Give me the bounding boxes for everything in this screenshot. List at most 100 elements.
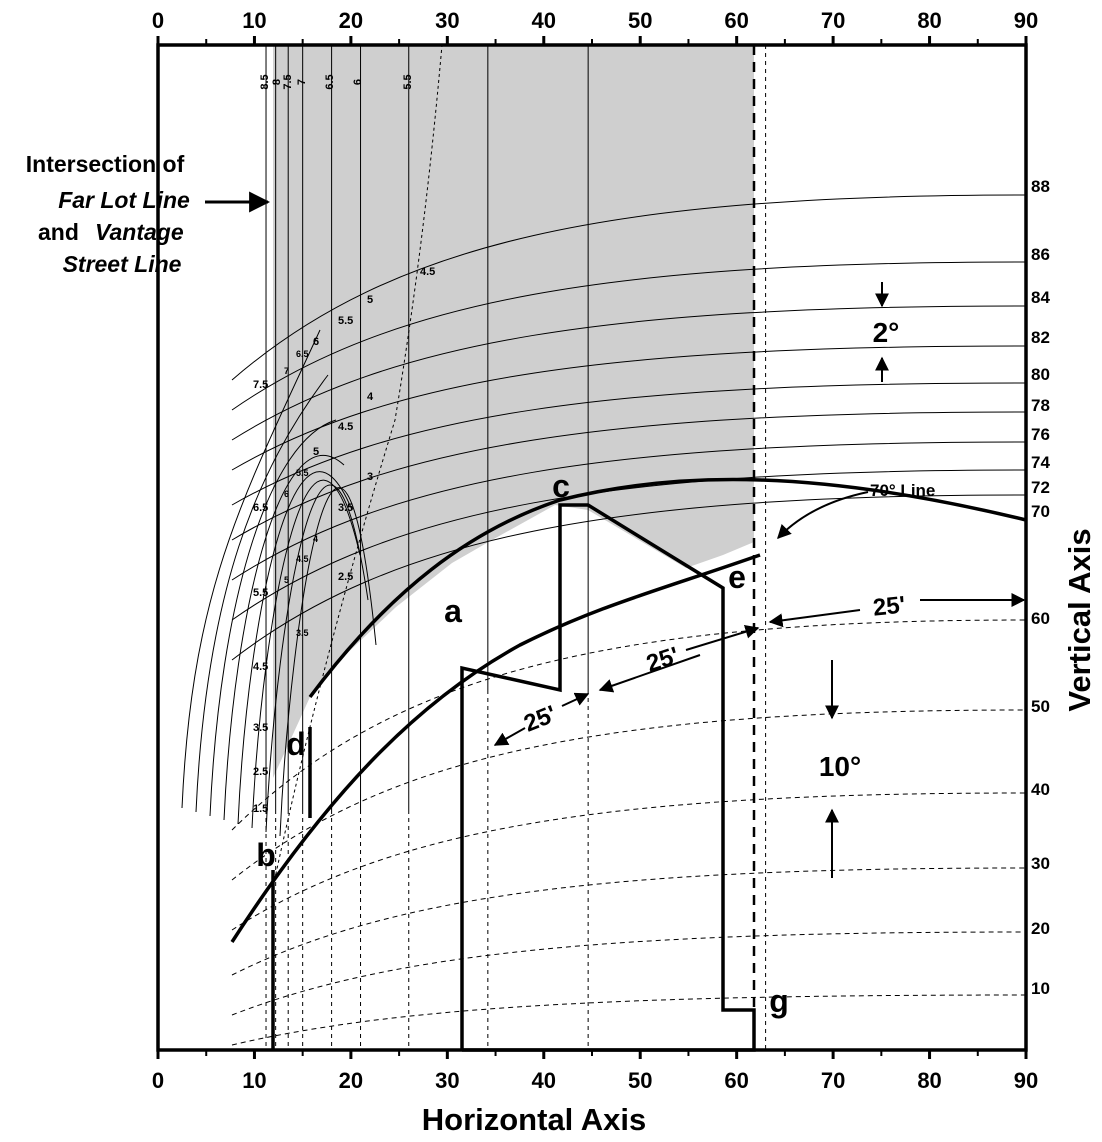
inner-label-small: 6: [284, 489, 289, 499]
inner-label-upper: 4.5: [420, 266, 435, 278]
fan-curve: [237, 471, 353, 825]
right-label-dashed: 10: [1031, 979, 1050, 998]
seventy-degree-line: [308, 477, 1027, 699]
right-label-solid: 70: [1031, 502, 1050, 521]
solid-curve: [231, 411, 1027, 541]
solid-curve: [231, 261, 1027, 411]
left-fan-curves: [181, 329, 377, 837]
left-curve-label: 1.5: [253, 803, 268, 815]
solid-curve: [231, 494, 1027, 661]
inner-label-upper: 7: [284, 366, 289, 376]
point-a: a: [444, 593, 462, 629]
inner-label-small: 5: [284, 575, 289, 585]
right-label-solid: 76: [1031, 425, 1050, 444]
fan-curve: [251, 479, 361, 829]
solid-curve: [231, 345, 1027, 471]
ten-degree-label: 10°: [819, 751, 861, 782]
left-curve-label: 6.5: [253, 502, 268, 514]
intersection-line-3: and: [38, 219, 79, 245]
inner-label-small: 3.5: [296, 628, 309, 638]
top-column-labels: 8.5 8 7.5 7 6.5 6 5.5: [259, 74, 414, 89]
intersection-line-5: Street Line: [63, 251, 182, 277]
x-axis-title: Horizontal Axis: [422, 1102, 647, 1137]
right-label-solid: 82: [1031, 328, 1050, 347]
dashed-curve: [231, 792, 1027, 931]
x-tick-label-top: 10: [242, 8, 266, 33]
fan-curve: [181, 329, 321, 809]
intersection-annotation: Intersection of Far Lot Line and Vantage…: [26, 151, 271, 277]
right-label-dashed: 30: [1031, 854, 1050, 873]
point-d: d: [286, 726, 306, 762]
solid-curve: [231, 194, 1027, 381]
x-tick-label-top: 40: [532, 8, 556, 33]
point-g: g: [769, 983, 789, 1019]
vertical-reference-lines: [265, 45, 767, 1050]
column-label: 5.5: [402, 74, 414, 89]
right-label-dashed: 20: [1031, 919, 1050, 938]
left-curve-label: 2.5: [253, 766, 268, 778]
solid-curve: [231, 382, 1027, 506]
column-label: 7: [296, 79, 308, 85]
two-degree-annotation: 2°: [873, 282, 900, 382]
point-b: b: [256, 837, 276, 873]
right-label-solid: 84: [1031, 288, 1050, 307]
x-tick-label-top: 0: [152, 8, 164, 33]
left-curve-label: 5.5: [253, 587, 268, 599]
inner-label-lower: 2.5: [338, 571, 353, 583]
two-degree-label: 2°: [873, 317, 900, 348]
inner-label-upper: 6.5: [296, 349, 309, 359]
intersection-line-1: Intersection of: [26, 151, 185, 177]
x-tick-label-bottom: 80: [917, 1068, 941, 1093]
ten-degree-annotation: 10°: [819, 660, 861, 878]
right-label-solid: 86: [1031, 245, 1050, 264]
x-tick-label-bottom: 30: [435, 1068, 459, 1093]
right-label-solid: 72: [1031, 478, 1050, 497]
dimension-label-middle: 25': [643, 642, 682, 678]
right-label-solid: 74: [1031, 453, 1050, 472]
dashed-curve: [231, 619, 1027, 831]
dimension-label-top: 25': [872, 591, 907, 621]
right-label-solid: 80: [1031, 365, 1050, 384]
inner-label-lower: 3.5: [338, 502, 353, 514]
fan-curve: [195, 374, 329, 813]
inner-label-upper: 5.5: [338, 315, 353, 327]
dashed-curve: [231, 931, 1027, 1016]
dashed-curve: [231, 994, 1027, 1046]
dimension-label-bottom: 25': [520, 700, 560, 737]
right-label-solid: 88: [1031, 177, 1050, 196]
solid-angle-curves: [231, 194, 1027, 661]
x-tick-label-bottom: 50: [628, 1068, 652, 1093]
dashed-curve: [231, 709, 1027, 881]
left-curve-label: 4.5: [253, 661, 268, 673]
lower-heavy-curve: [230, 553, 761, 943]
column-label: 8: [271, 79, 283, 85]
x-tick-label-bottom: 10: [242, 1068, 266, 1093]
right-label-dashed: 60: [1031, 609, 1050, 628]
fan-curve: [223, 455, 345, 821]
dashed-curve: [231, 867, 1027, 976]
seventy-line-label: 70° Line: [870, 481, 935, 500]
right-curve-labels: 88 86 84 82 80 78 76 74 72 70 60 50 40 30 20 10: [1031, 177, 1050, 998]
x-tick-label-bottom: 90: [1014, 1068, 1038, 1093]
point-e: e: [728, 559, 746, 595]
inner-label-upper: 6: [313, 336, 319, 348]
inner-label-small: 4.5: [296, 554, 309, 564]
inner-curve-labels: 7.5 6.5 5.5 4.5 3.5 2.5 1.5 7 6.5 6 5.5 5 4.5 5 4.5 4 3.…: [253, 266, 435, 815]
inner-label-lower: 4: [367, 391, 374, 403]
x-tick-label-top: 90: [1014, 8, 1038, 33]
x-tick-label-bottom: 60: [724, 1068, 748, 1093]
fan-curve: [209, 419, 337, 817]
intersection-line-2: Far Lot Line: [58, 187, 190, 213]
x-tick-label-bottom: 0: [152, 1068, 164, 1093]
column-label: 8.5: [259, 74, 271, 89]
left-curve-label: 3.5: [253, 722, 268, 734]
seventy-line-annotation: 70° Line: [777, 481, 935, 540]
solid-curve: [231, 441, 1027, 581]
x-tick-label-bottom: 20: [339, 1068, 363, 1093]
shaded-region: [273, 45, 754, 778]
dotted-diagonal-curve: [271, 44, 443, 893]
solid-curve: [231, 469, 1027, 621]
point-c: c: [552, 468, 570, 504]
x-tick-label-bottom: 70: [821, 1068, 845, 1093]
